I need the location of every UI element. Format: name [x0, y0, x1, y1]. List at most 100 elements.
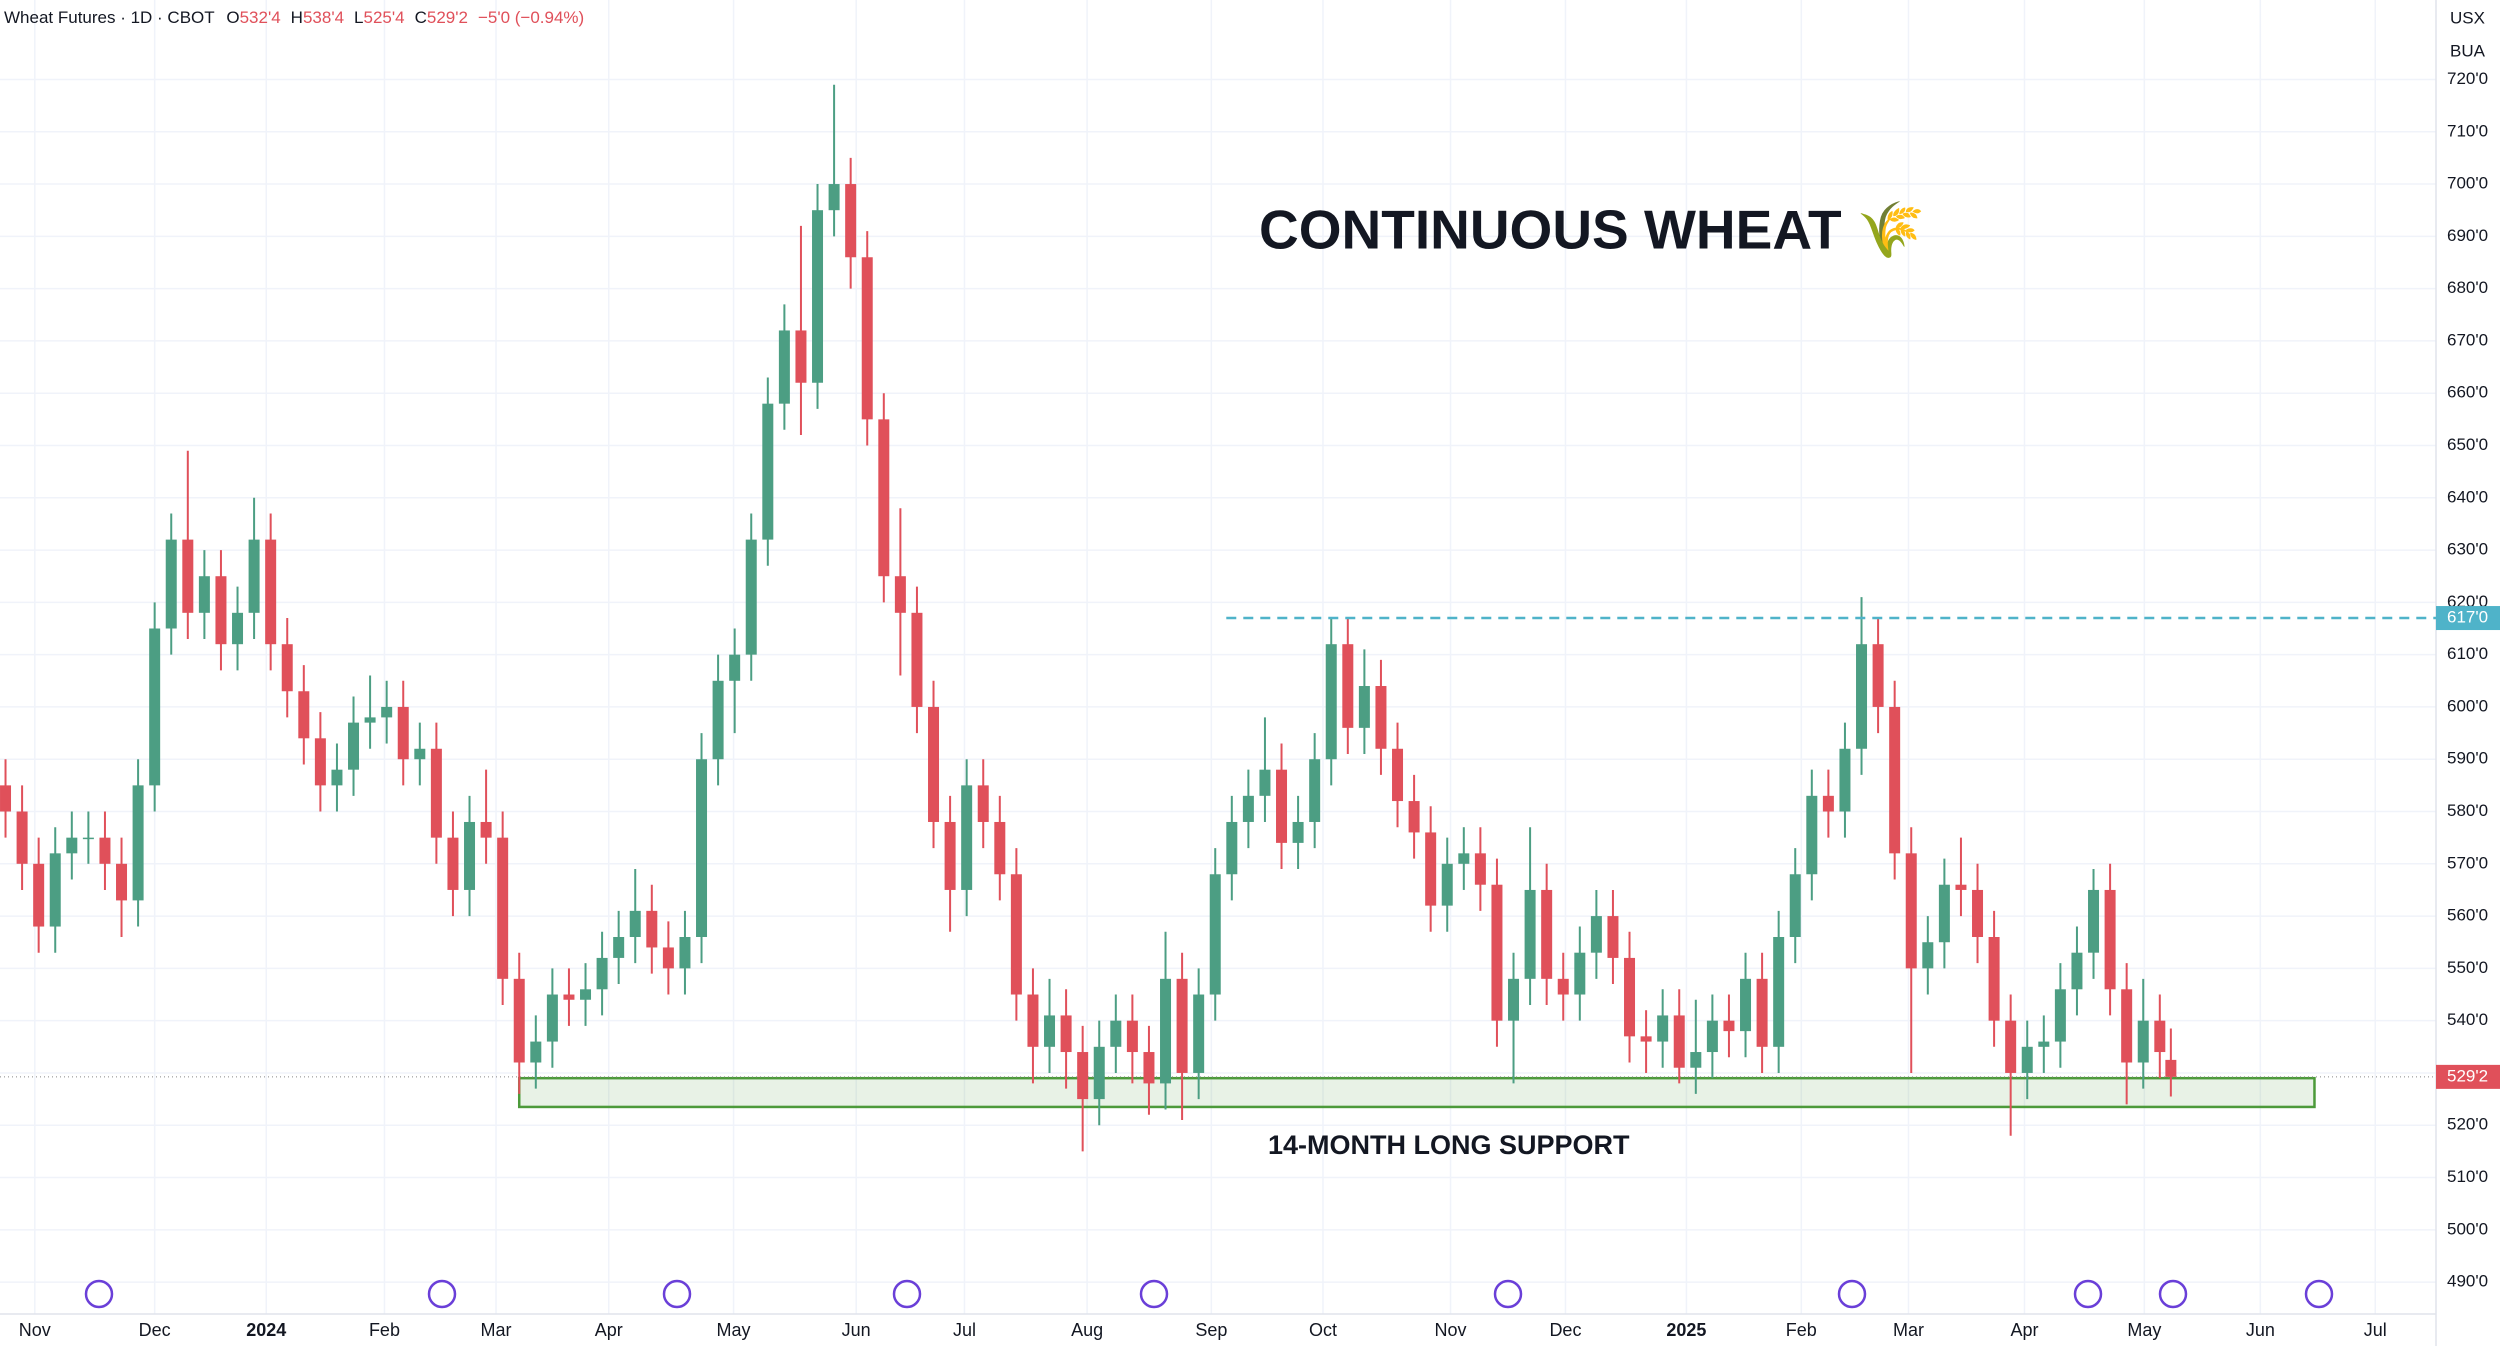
candle-body: [281, 644, 293, 692]
event-icon[interactable]: [2073, 1279, 2103, 1309]
candle-body: [1044, 1015, 1056, 1047]
candle-body: [232, 612, 244, 645]
candle-body: [2005, 1020, 2017, 1073]
candle-body: [1972, 889, 1984, 938]
candle-body: [1557, 978, 1569, 995]
support-label: 14-MONTH LONG SUPPORT: [1268, 1130, 1630, 1160]
x-tick-label: Dec: [1549, 1320, 1581, 1340]
candle-body: [1160, 978, 1172, 1084]
candle-body: [314, 738, 326, 786]
ohlc-label: O: [226, 8, 239, 27]
event-icon[interactable]: [2304, 1279, 2334, 1309]
candle-body: [712, 680, 724, 760]
x-tick-label: Mar: [1893, 1320, 1924, 1340]
event-icon[interactable]: [2158, 1279, 2188, 1309]
ohlc-value: 532'4: [240, 8, 281, 27]
candle-body: [1740, 978, 1752, 1032]
event-icon[interactable]: [1837, 1279, 1867, 1309]
y-tick-label: 670'0: [2447, 330, 2488, 349]
candle-body: [2021, 1046, 2033, 1073]
y-tick-label: 560'0: [2447, 906, 2488, 925]
x-tick-label: Mar: [481, 1320, 512, 1340]
candle-body: [1110, 1020, 1122, 1047]
candle-body: [397, 706, 409, 760]
candle-body: [1806, 795, 1818, 875]
candle-body: [729, 654, 741, 681]
candle-body: [1889, 706, 1901, 854]
candle-body: [1077, 1052, 1089, 1100]
y-tick-label: 660'0: [2447, 383, 2488, 402]
candle-body: [497, 837, 509, 979]
x-tick-label: 2024: [246, 1320, 286, 1340]
y-tick-label: 510'0: [2447, 1167, 2488, 1186]
candle-body: [1541, 889, 1553, 979]
y-tick-label: 550'0: [2447, 958, 2488, 977]
x-tick-label: Jun: [2246, 1320, 2275, 1340]
candle-body: [596, 957, 608, 990]
candle-body: [2088, 889, 2100, 953]
candle-body: [1657, 1015, 1669, 1042]
resistance-tag-label: 617'0: [2447, 608, 2488, 627]
candle-body: [1408, 801, 1420, 833]
y-tick-label: 520'0: [2447, 1115, 2488, 1134]
candle-body: [861, 257, 873, 420]
candle-body: [1508, 978, 1520, 1021]
candle-body: [1723, 1020, 1735, 1032]
candle-body: [745, 539, 757, 655]
candle-body: [1010, 874, 1022, 995]
candle-body: [1955, 884, 1967, 890]
candle-body: [961, 785, 973, 890]
event-icon[interactable]: [662, 1279, 692, 1309]
candle-body: [298, 691, 310, 739]
candle-body: [1624, 957, 1636, 1037]
candle-body: [646, 910, 658, 948]
candle-body: [215, 576, 227, 645]
candle-body: [1126, 1020, 1138, 1053]
ohlc-value: 525'4: [364, 8, 405, 27]
x-tick-label: Nov: [1435, 1320, 1467, 1340]
x-tick-label: Feb: [369, 1320, 400, 1340]
candle-body: [165, 539, 177, 629]
y-tick-label: 490'0: [2447, 1272, 2488, 1291]
candle-body: [1574, 952, 1586, 995]
candle-body: [1988, 937, 2000, 1021]
x-tick-label: 2025: [1666, 1320, 1706, 1340]
candle-body: [1856, 644, 1868, 749]
candle-body: [0, 785, 12, 812]
candle-body: [977, 785, 989, 822]
event-icons: [84, 1279, 2334, 1309]
candle-body: [1673, 1015, 1685, 1068]
event-icon[interactable]: [1493, 1279, 1523, 1309]
candle-body: [1458, 853, 1470, 864]
currency: USX: [2450, 8, 2485, 27]
candle-body: [762, 403, 774, 540]
support-zone: [517, 1076, 2316, 1109]
candle-body: [1756, 978, 1768, 1047]
event-icon[interactable]: [427, 1279, 457, 1309]
x-tick-label: Dec: [139, 1320, 171, 1340]
last-price-tag-label: 529'2: [2447, 1066, 2488, 1085]
y-tick-label: 580'0: [2447, 801, 2488, 820]
candle-body: [1706, 1020, 1718, 1053]
candle-body: [1872, 644, 1884, 707]
y-tick-label: 720'0: [2447, 69, 2488, 88]
candle-body: [613, 937, 625, 958]
candle-body: [812, 210, 824, 383]
candle-body: [1491, 884, 1503, 1021]
candle-body: [944, 821, 956, 890]
unit: BUA: [2450, 41, 2486, 60]
candle-body: [1176, 978, 1188, 1073]
candle-body: [1822, 795, 1834, 812]
event-icon[interactable]: [892, 1279, 922, 1309]
candle-body: [1309, 759, 1321, 822]
event-icon[interactable]: [84, 1279, 114, 1309]
event-icon[interactable]: [1139, 1279, 1169, 1309]
candle-body: [82, 837, 94, 840]
candle-body: [530, 1041, 542, 1063]
y-tick-label: 690'0: [2447, 226, 2488, 245]
candle-body: [16, 811, 28, 864]
x-tick-label: Nov: [19, 1320, 51, 1340]
candle-body: [778, 330, 790, 404]
candle-body: [1060, 1015, 1072, 1053]
